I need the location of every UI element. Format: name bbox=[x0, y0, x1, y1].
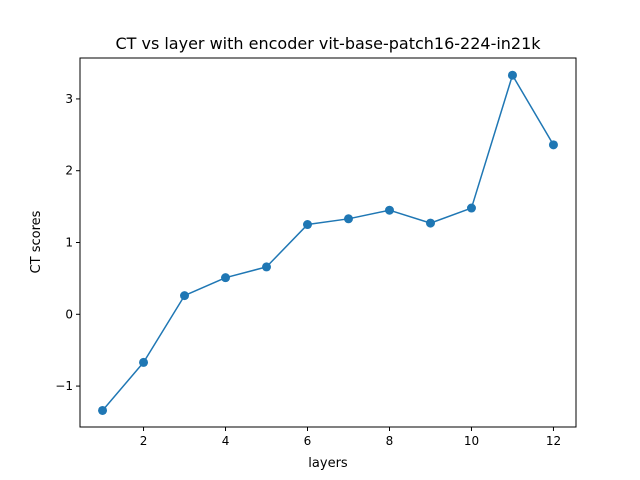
y-tick-label: −1 bbox=[55, 379, 73, 393]
chart-title: CT vs layer with encoder vit-base-patch1… bbox=[115, 34, 541, 53]
y-axis-ticks: −1 0 1 2 3 bbox=[55, 92, 80, 393]
x-tick-label: 10 bbox=[464, 434, 479, 448]
x-tick-label: 8 bbox=[386, 434, 394, 448]
y-tick-label: 2 bbox=[65, 164, 73, 178]
data-point bbox=[262, 262, 272, 272]
y-tick-label: 0 bbox=[65, 307, 73, 321]
plot-area bbox=[98, 70, 558, 415]
data-point bbox=[507, 70, 517, 80]
y-axis-label: CT scores bbox=[29, 210, 44, 273]
x-tick-label: 6 bbox=[304, 434, 312, 448]
x-axis-label: layers bbox=[308, 456, 348, 471]
data-point bbox=[303, 220, 313, 230]
y-tick-label: 1 bbox=[65, 236, 73, 250]
data-point bbox=[466, 203, 476, 213]
data-point bbox=[343, 214, 353, 224]
series-line bbox=[101, 74, 555, 411]
data-point bbox=[548, 140, 558, 150]
x-tick-label: 2 bbox=[140, 434, 148, 448]
data-point bbox=[139, 357, 149, 367]
data-point bbox=[98, 405, 108, 415]
data-point bbox=[425, 218, 435, 228]
data-point bbox=[384, 205, 394, 215]
data-point bbox=[221, 273, 231, 283]
data-point bbox=[180, 291, 190, 301]
x-tick-label: 12 bbox=[546, 434, 561, 448]
y-tick-label: 3 bbox=[65, 92, 73, 106]
x-tick-label: 4 bbox=[222, 434, 230, 448]
x-axis-ticks: 2 4 6 8 10 12 bbox=[140, 427, 561, 448]
